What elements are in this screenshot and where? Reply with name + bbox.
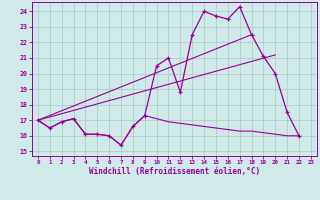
X-axis label: Windchill (Refroidissement éolien,°C): Windchill (Refroidissement éolien,°C) — [89, 167, 260, 176]
